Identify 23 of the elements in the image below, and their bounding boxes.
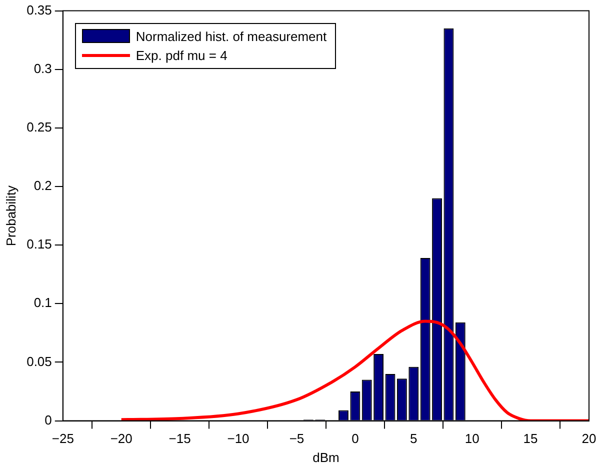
y-tick-label: 0 <box>44 412 52 428</box>
y-tick-label: 0.25 <box>26 120 52 135</box>
y-tick-label: 0.15 <box>26 236 52 252</box>
y-tick-label: 0.1 <box>34 295 52 310</box>
y-tick-label: 0.2 <box>34 178 52 194</box>
y-axis-title: Probability <box>3 184 18 246</box>
x-tick-label: 0 <box>352 431 359 446</box>
legend-label: Exp. pdf mu = 4 <box>136 48 228 63</box>
x-tick-label: −20 <box>110 431 132 446</box>
x-tick-label: −15 <box>168 431 191 446</box>
y-tick-label: 0.3 <box>34 60 52 76</box>
line-series <box>120 320 589 421</box>
x-tick-label: −10 <box>227 431 250 446</box>
legend-label: Normalized hist. of measurement <box>136 28 327 44</box>
x-tick-label: 20 <box>582 431 596 446</box>
y-tick-label: 0.05 <box>26 354 52 369</box>
x-tick-label: 5 <box>410 431 418 446</box>
y-tick-label: 0.35 <box>26 2 52 18</box>
x-tick-label: −25 <box>52 431 74 446</box>
x-tick-label: −5 <box>289 431 304 446</box>
x-tick-label: 10 <box>464 431 480 446</box>
x-axis-title: dBm <box>312 450 340 465</box>
x-tick-label: 15 <box>523 431 538 446</box>
